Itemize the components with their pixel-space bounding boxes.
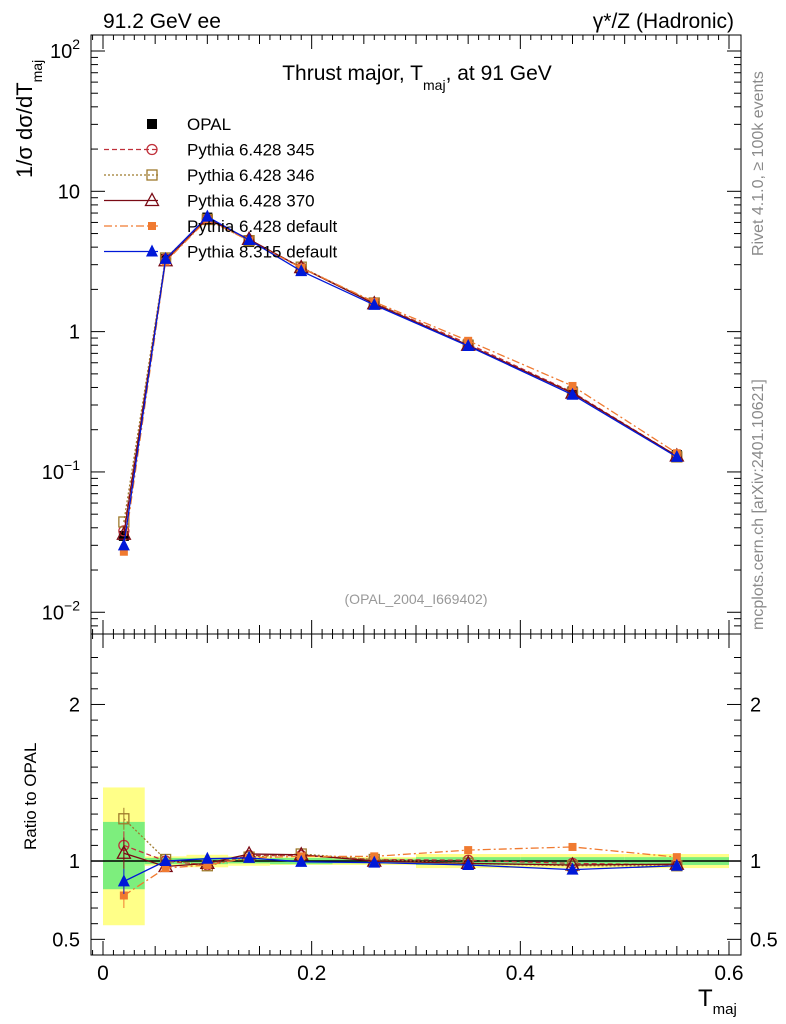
main-title-pre: Thrust major, T	[282, 62, 423, 85]
header-right-label: γ*/Z (Hadronic)	[593, 10, 734, 33]
legend-marker-s346	[146, 169, 158, 181]
y-tick-exponent: −1	[64, 457, 80, 473]
ratio-y-tick-label-left: 0.5	[52, 929, 80, 951]
ratio-point-s8def	[117, 874, 130, 887]
xlabel-pre: T	[698, 985, 713, 1012]
legend-label-data: OPAL	[187, 115, 231, 134]
ratio-y-tick-label-right: 2	[750, 694, 761, 716]
ratio-point-s8def	[462, 857, 475, 870]
main-point-s8def	[295, 264, 308, 277]
ratio-point-s6def	[203, 860, 212, 869]
legend-marker-s345	[146, 143, 158, 156]
main-point-s8def	[159, 251, 172, 264]
ratio-line-s345	[123, 844, 677, 866]
main-y-tick-label: 1	[69, 322, 80, 344]
ratio-point-s8def	[295, 854, 308, 867]
main-y-tick-label: 102	[50, 36, 80, 63]
main-panel-series	[116, 209, 685, 556]
main-line-s370	[123, 217, 678, 535]
ratio-point-s8def	[159, 854, 172, 867]
ratio-line-s6def	[123, 846, 677, 897]
ratio-point-s6def	[672, 853, 681, 862]
main-ylabel-pre: 1/σ dσ/dT	[12, 82, 37, 178]
legend-marker-s370	[144, 192, 160, 207]
y-tick-base: 10	[50, 41, 72, 63]
main-title-sub: maj	[423, 77, 446, 93]
legend-marker-s6def	[148, 222, 156, 230]
main-point-s6def	[119, 547, 128, 556]
legend-label-s6def: Pythia 6.428 default	[187, 217, 338, 236]
ratio-point-s346	[118, 813, 130, 825]
header-left-label: 91.2 GeV ee	[103, 10, 221, 33]
ratio-panel-frame	[90, 633, 742, 956]
ratio-y-axis-label: Ratio to OPAL	[21, 743, 40, 850]
ratio-point-s8def	[566, 862, 579, 875]
y-tick-base: 10	[42, 602, 64, 624]
x-tick-label: 0.4	[506, 962, 536, 985]
main-chart-title: Thrust major, Tmaj, at 91 GeV	[282, 62, 552, 93]
y-tick-exponent: −2	[64, 597, 80, 613]
main-point-s8def	[670, 449, 683, 462]
xlabel-sub: maj	[713, 1001, 737, 1018]
main-title-post: , at 91 GeV	[446, 62, 552, 85]
ratio-point-s6def	[161, 864, 170, 873]
legend-label-s345: Pythia 6.428 345	[187, 141, 315, 160]
y-tick-base: 10	[42, 462, 64, 484]
main-line-s346	[123, 218, 678, 523]
legend-marker-s8def	[146, 244, 158, 257]
ratio-y-tick-label-right: 1	[750, 851, 761, 873]
main-point-s8def	[368, 297, 381, 310]
legend: OPAL Pythia 6.428 345 Pythia 6.428 346 Pyth…	[104, 115, 338, 262]
main-point-s8def	[462, 338, 475, 351]
ratio-point-s8def	[368, 855, 381, 868]
legend-label-s346: Pythia 6.428 346	[187, 166, 315, 185]
x-tick-label: 0	[97, 962, 109, 985]
ratio-point-s6def	[464, 846, 473, 855]
axis-ticks	[91, 35, 741, 955]
y-tick-exponent: 2	[72, 36, 80, 52]
main-line-s8def	[123, 215, 678, 546]
legend-label-s370: Pythia 6.428 370	[187, 192, 315, 211]
legend-label-s8def: Pythia 8.315 default	[187, 243, 338, 262]
main-point-s8def	[243, 232, 256, 245]
y-tick-base: 10	[58, 181, 80, 203]
main-y-tick-label: 10−2	[42, 597, 80, 624]
ratio-y-tick-label-left: 1	[69, 851, 80, 873]
ratio-point-s8def	[670, 858, 683, 871]
x-tick-label: 0.2	[297, 962, 326, 985]
panel-frames	[90, 34, 742, 956]
ratio-point-s6def	[568, 842, 577, 851]
main-line-s345	[123, 218, 678, 532]
x-axis-label: Tmaj	[698, 985, 737, 1018]
ratio-error-bands	[103, 787, 729, 926]
main-y-tick-label: 10−1	[42, 457, 80, 484]
main-point-s8def	[201, 209, 214, 222]
ratio-point-s8def	[201, 851, 214, 864]
main-ylabel-sub: maj	[29, 60, 45, 83]
main-y-tick-label: 10	[58, 181, 80, 203]
main-point-s8def	[117, 538, 130, 551]
ratio-y-tick-label-right: 0.5	[750, 929, 778, 951]
main-line-s6def	[123, 218, 678, 552]
ratio-y-tick-label-left: 2	[69, 694, 80, 716]
main-y-axis-label: 1/σ dσ/dTmaj	[12, 60, 45, 178]
ratio-point-s370	[116, 844, 132, 859]
legend-marker-data	[147, 119, 157, 129]
analysis-id-label: (OPAL_2004_I669402)	[345, 591, 488, 607]
ratio-panel-series	[116, 807, 685, 909]
ratio-point-s8def	[243, 850, 256, 863]
rivet-version-label: Rivet 4.1.0, ≥ 100k events	[750, 71, 767, 256]
mcplots-credit-label: mcplots.cern.ch [arXiv:2401.10621]	[750, 379, 767, 630]
ratio-point-s6def	[119, 891, 128, 900]
x-tick-label: 0.6	[714, 962, 743, 985]
main-point-s6def	[568, 381, 577, 390]
y-tick-base: 1	[69, 322, 80, 344]
main-point-s8def	[566, 387, 579, 400]
